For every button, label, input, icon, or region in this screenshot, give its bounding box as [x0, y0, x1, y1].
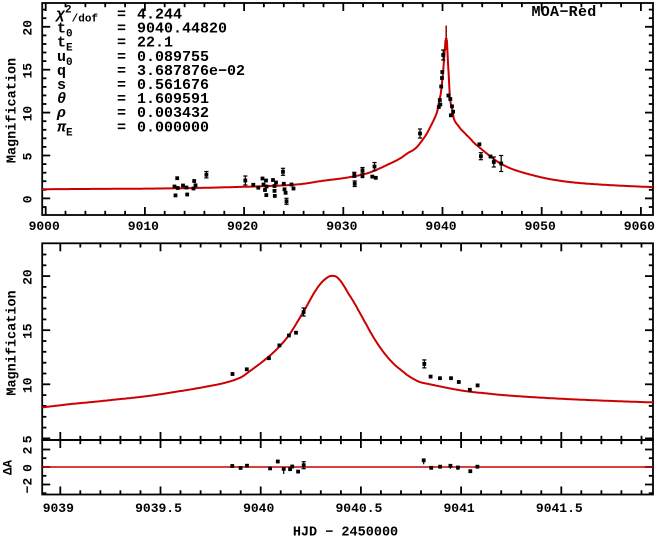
svg-text:10: 10: [21, 106, 36, 122]
svg-text:=: =: [117, 7, 126, 24]
svg-text:χ2/dof: χ2/dof: [54, 5, 98, 26]
svg-text:9050: 9050: [525, 219, 556, 234]
svg-text:9020: 9020: [227, 219, 258, 234]
svg-text:−2: −2: [21, 478, 36, 494]
svg-text:=: =: [117, 49, 126, 66]
svg-text:ΔA: ΔA: [2, 460, 16, 476]
svg-text:=: =: [117, 119, 126, 136]
svg-text:q: q: [57, 63, 66, 80]
svg-text:1.609591: 1.609591: [137, 91, 209, 108]
svg-text:9039.5: 9039.5: [135, 501, 182, 516]
svg-text:22.1: 22.1: [137, 35, 173, 52]
svg-text:9000: 9000: [29, 219, 60, 234]
svg-text:9010: 9010: [128, 219, 159, 234]
svg-text:Magnification: Magnification: [6, 58, 21, 163]
svg-text:10: 10: [21, 377, 36, 393]
svg-text:9060: 9060: [624, 219, 655, 234]
svg-text:=: =: [117, 35, 126, 52]
svg-text:0.089755: 0.089755: [137, 49, 209, 66]
svg-text:9040: 9040: [243, 501, 274, 516]
svg-text:4.244: 4.244: [137, 7, 182, 24]
svg-text:9040: 9040: [425, 219, 456, 234]
svg-text:9030: 9030: [326, 219, 357, 234]
svg-text:15: 15: [21, 63, 36, 79]
svg-text:0.000000: 0.000000: [137, 119, 209, 136]
svg-text:3.687876e−02: 3.687876e−02: [137, 63, 245, 80]
svg-text:20: 20: [21, 20, 36, 36]
svg-text:20: 20: [21, 269, 36, 285]
svg-text:9040.5: 9040.5: [335, 501, 382, 516]
svg-text:Magnification: Magnification: [6, 290, 21, 395]
svg-text:=: =: [117, 63, 126, 80]
svg-text:=: =: [117, 21, 126, 38]
svg-text:=: =: [117, 91, 126, 108]
svg-text:9041: 9041: [443, 501, 474, 516]
svg-text:0: 0: [21, 195, 36, 203]
svg-text:ρ: ρ: [56, 105, 66, 122]
svg-text:9041.5: 9041.5: [536, 501, 583, 516]
svg-text:0: 0: [21, 464, 36, 472]
svg-text:2: 2: [21, 446, 36, 454]
svg-text:HJD − 2450000: HJD − 2450000: [293, 526, 398, 541]
svg-text:=: =: [117, 77, 126, 94]
svg-text:MOA−Red: MOA−Red: [531, 4, 596, 21]
svg-text:θ: θ: [57, 91, 66, 108]
svg-text:πE: πE: [57, 119, 73, 139]
svg-text:5: 5: [21, 152, 36, 160]
svg-text:0.561676: 0.561676: [137, 77, 209, 94]
svg-text:s: s: [57, 77, 66, 94]
svg-text:9040.44820: 9040.44820: [137, 21, 227, 38]
svg-text:0.003432: 0.003432: [137, 105, 209, 122]
svg-text:9039: 9039: [43, 501, 74, 516]
svg-text:15: 15: [21, 323, 36, 339]
svg-text:5: 5: [21, 435, 36, 443]
svg-text:=: =: [117, 105, 126, 122]
